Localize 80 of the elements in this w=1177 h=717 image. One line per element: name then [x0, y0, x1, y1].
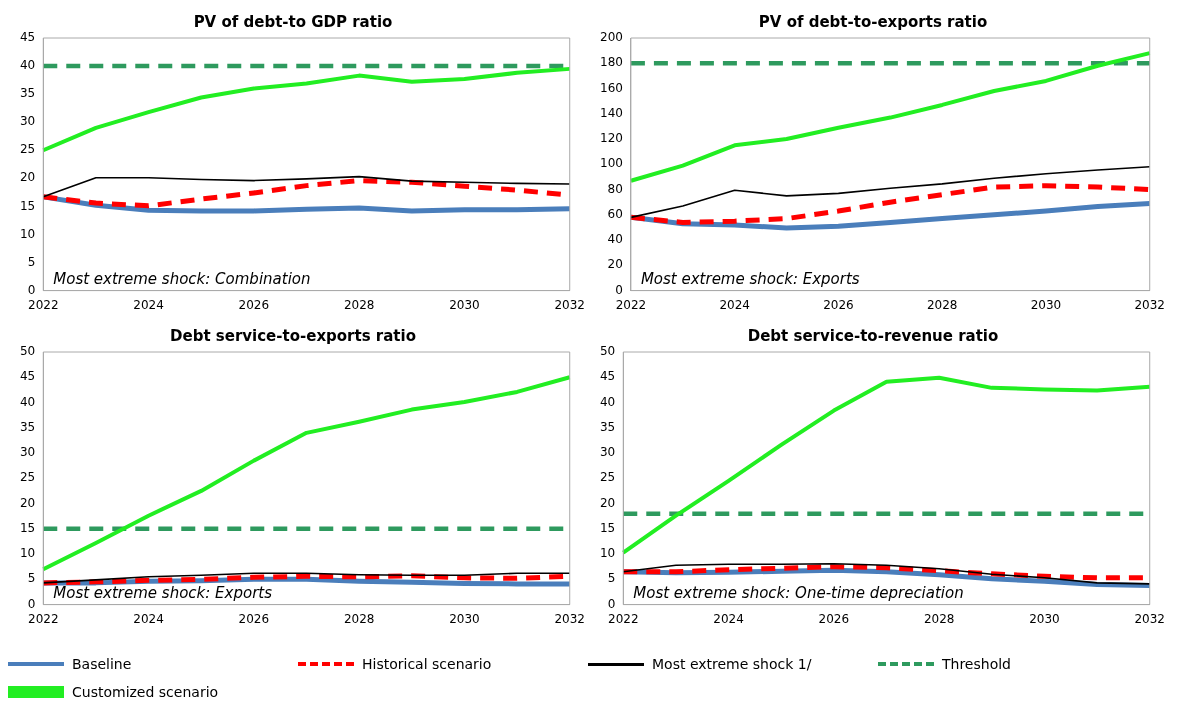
y-tick-label: 10 — [599, 546, 616, 561]
y-tick-label: 0 — [615, 282, 623, 297]
y-tick-label: 10 — [19, 546, 36, 561]
y-tick-label: 40 — [19, 394, 36, 409]
x-tick-label: 2032 — [554, 297, 585, 312]
x-tick-label: 2032 — [1134, 611, 1165, 626]
y-tick-label: 100 — [600, 156, 623, 171]
y-tick-label: 5 — [27, 254, 36, 269]
y-tick-label: 160 — [600, 80, 623, 95]
annotation: Most extreme shock: Combination — [53, 269, 311, 288]
y-tick-label: 45 — [599, 369, 616, 384]
y-tick-label: 35 — [19, 86, 36, 101]
y-tick-label: 15 — [19, 198, 36, 213]
legend-label: Threshold — [942, 656, 1011, 672]
x-tick-label: 2026 — [818, 611, 850, 626]
y-tick-label: 30 — [19, 114, 36, 129]
x-tick-label: 2028 — [926, 297, 958, 312]
x-tick-label: 2022 — [28, 297, 59, 312]
x-tick-label: 2028 — [343, 611, 375, 626]
x-tick-label: 2026 — [238, 297, 270, 312]
x-tick-label: 2030 — [449, 297, 480, 312]
y-tick-label: 5 — [607, 571, 616, 586]
y-tick-label: 80 — [607, 181, 623, 196]
annotation: Most extreme shock: One-time depreciation — [633, 583, 964, 602]
y-tick-label: 30 — [599, 445, 616, 460]
y-tick-label: 20 — [607, 257, 623, 272]
y-tick-label: 10 — [19, 226, 36, 241]
chart-title: PV of debt-to GDP ratio — [193, 12, 393, 31]
legend-label: Customized scenario — [72, 684, 219, 700]
x-tick-label: 2022 — [608, 611, 639, 626]
y-tick-label: 30 — [19, 445, 36, 460]
x-tick-label: 2022 — [28, 611, 59, 626]
y-tick-label: 45 — [19, 30, 36, 45]
x-tick-label: 2026 — [238, 611, 270, 626]
y-tick-label: 20 — [19, 495, 36, 510]
legend-label: Historical scenario — [362, 656, 492, 672]
y-tick-label: 200 — [600, 30, 623, 45]
x-tick-label: 2022 — [615, 297, 647, 312]
y-tick-label: 45 — [19, 369, 36, 384]
x-tick-label: 2024 — [133, 297, 164, 312]
y-tick-label: 15 — [599, 520, 616, 535]
x-tick-label: 2028 — [923, 611, 955, 626]
chart-title: Debt service-to-revenue ratio — [747, 326, 999, 345]
x-tick-label: 2026 — [823, 297, 854, 312]
y-tick-label: 0 — [27, 282, 36, 297]
y-tick-label: 40 — [599, 394, 616, 409]
y-tick-label: 120 — [600, 131, 623, 146]
x-tick-label: 2030 — [1029, 611, 1060, 626]
x-tick-label: 2024 — [713, 611, 744, 626]
y-tick-label: 40 — [607, 232, 623, 247]
y-tick-label: 0 — [27, 596, 36, 611]
y-tick-label: 35 — [19, 419, 36, 434]
y-tick-label: 20 — [19, 170, 36, 185]
y-tick-label: 140 — [600, 105, 623, 120]
y-tick-label: 60 — [607, 206, 623, 221]
y-tick-label: 25 — [19, 142, 36, 157]
y-tick-label: 5 — [27, 571, 36, 586]
x-tick-label: 2024 — [133, 611, 164, 626]
x-tick-label: 2030 — [449, 611, 480, 626]
y-tick-label: 180 — [600, 55, 623, 70]
legend-label: Baseline — [72, 656, 132, 672]
y-tick-label: 25 — [599, 470, 616, 485]
y-tick-label: 25 — [19, 470, 36, 485]
y-tick-label: 40 — [19, 58, 36, 73]
legend-label: Most extreme shock 1/ — [652, 656, 812, 672]
chart-title: Debt service-to-exports ratio — [170, 326, 416, 345]
y-tick-label: 0 — [607, 596, 616, 611]
annotation: Most extreme shock: Exports — [53, 583, 273, 602]
y-tick-label: 35 — [599, 419, 616, 434]
x-tick-label: 2032 — [1134, 297, 1165, 312]
x-tick-label: 2028 — [343, 297, 375, 312]
x-tick-label: 2032 — [554, 611, 585, 626]
y-tick-label: 50 — [599, 344, 616, 359]
chart-title: PV of debt-to-exports ratio — [758, 12, 988, 31]
annotation: Most extreme shock: Exports — [640, 269, 860, 288]
y-tick-label: 50 — [19, 344, 36, 359]
y-tick-label: 20 — [599, 495, 616, 510]
x-tick-label: 2030 — [1030, 297, 1062, 312]
x-tick-label: 2024 — [719, 297, 750, 312]
y-tick-label: 15 — [19, 520, 36, 535]
